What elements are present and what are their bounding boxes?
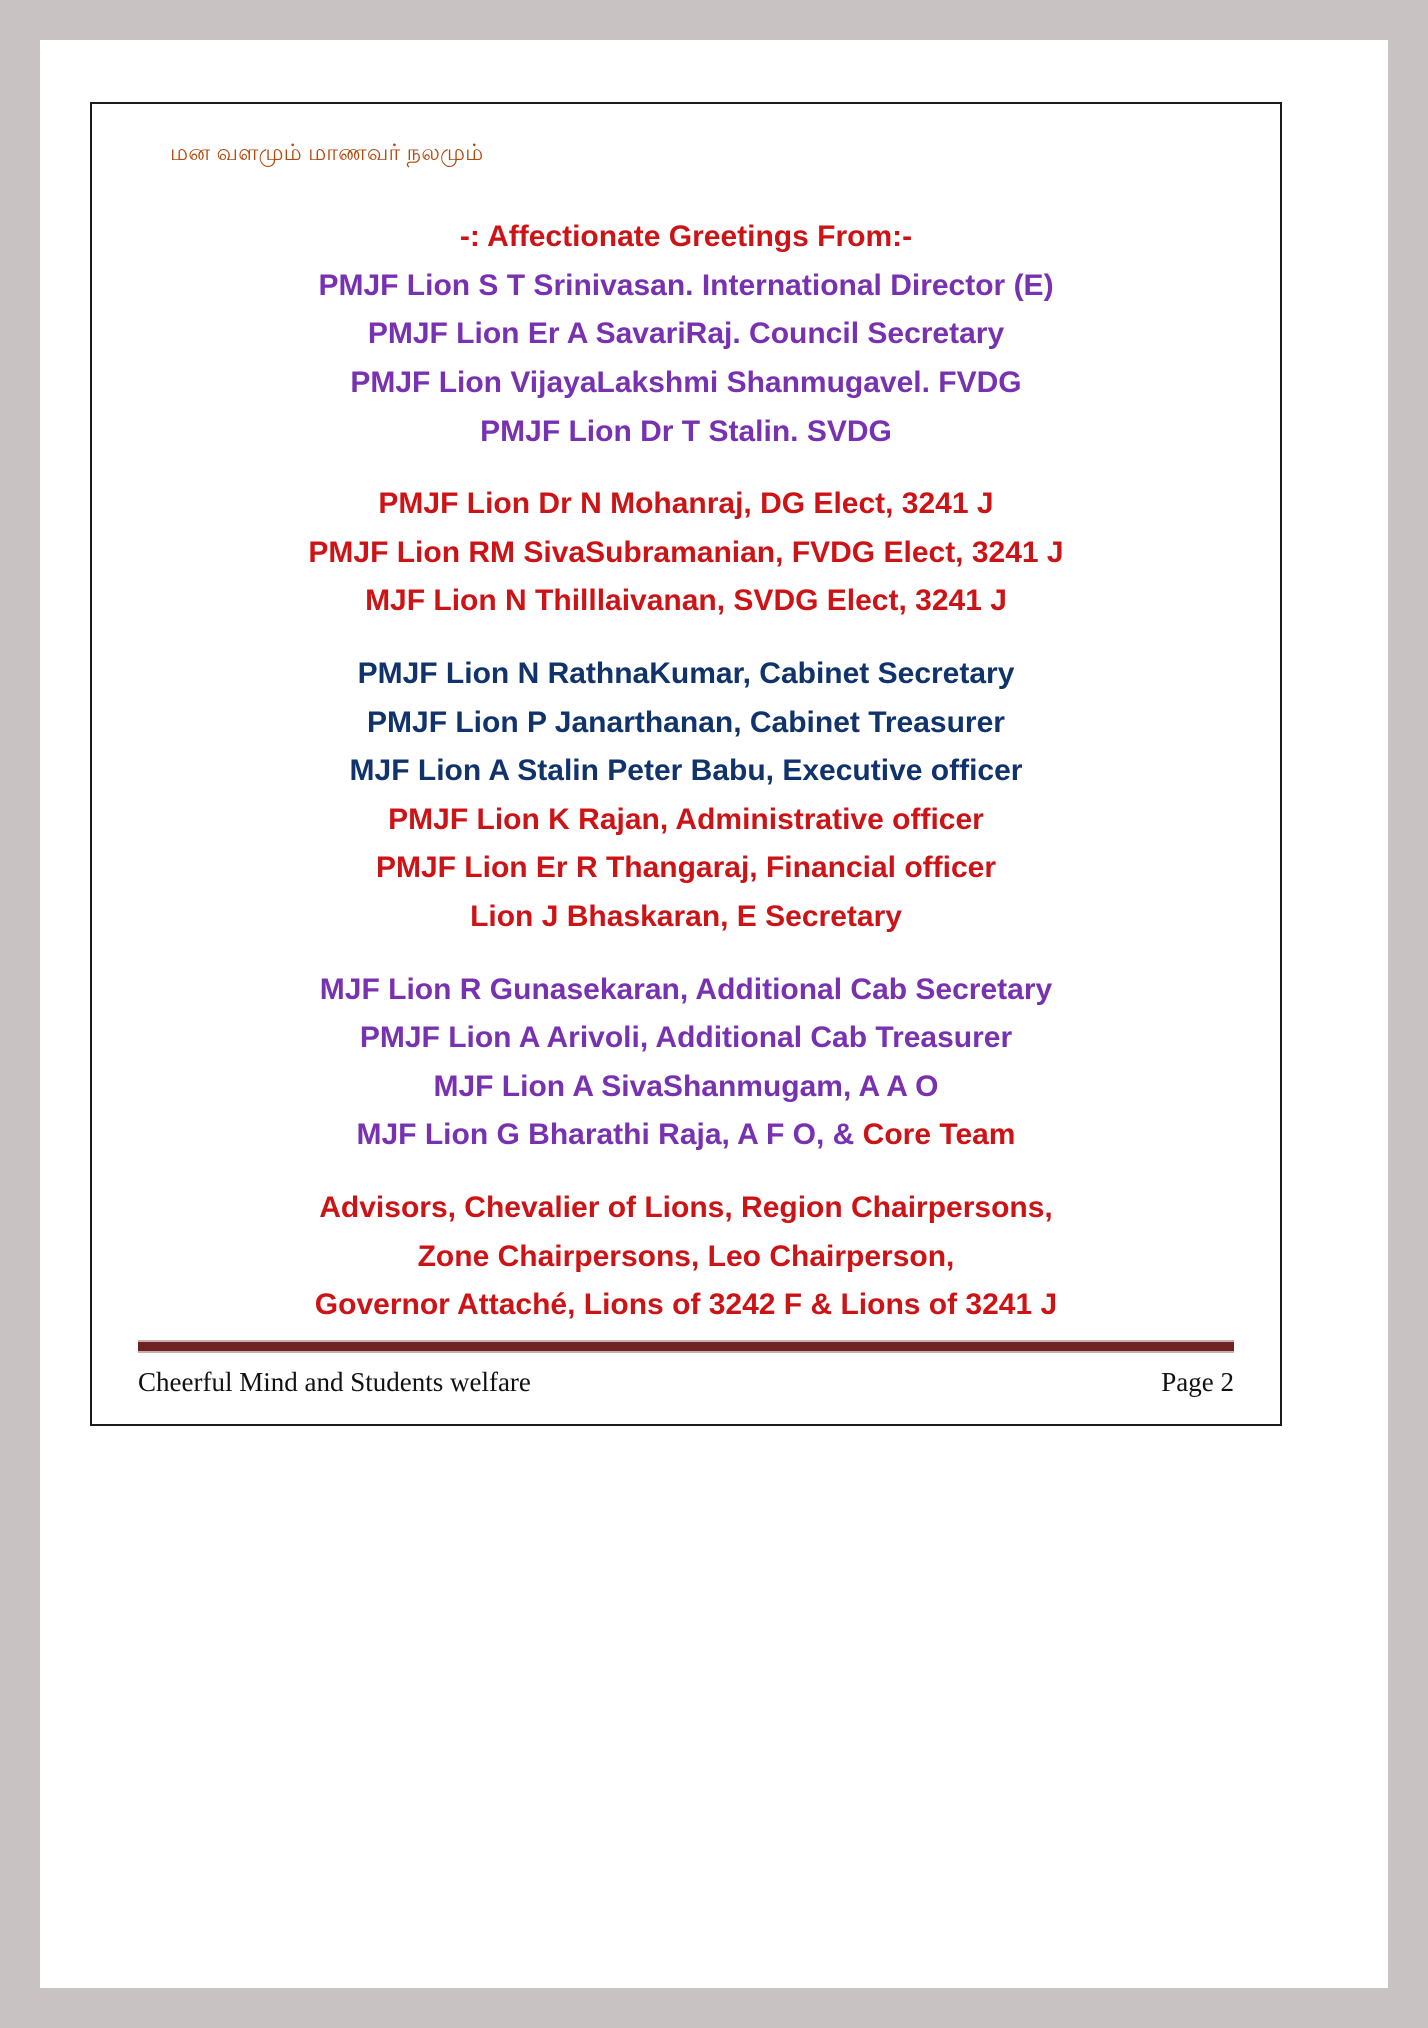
leader-line: PMJF Lion S T Srinivasan. International … — [318, 268, 1054, 302]
leader-line: PMJF Lion VijayaLakshmi Shanmugavel. FVD… — [350, 366, 1022, 400]
block-additional-officers: MJF Lion R Gunasekaran, Additional Cab S… — [138, 966, 1234, 1160]
core-team-suffix: Core Team — [862, 1118, 1016, 1152]
administrative-officer-line: PMJF Lion K Rajan, Administrative office… — [388, 802, 984, 836]
core-team-prefix: MJF Lion G Bharathi Raja, A F O, & — [356, 1118, 863, 1152]
core-team-line: MJF Lion G Bharathi Raja, A F O, & Core … — [138, 1111, 1234, 1160]
footer-caption: Cheerful Mind and Students welfare — [138, 1367, 531, 1397]
administrative-officer-line: Lion J Bhaskaran, E Secretary — [470, 899, 902, 933]
district-elect-line: PMJF Lion RM SivaSubramanian, FVDG Elect… — [308, 535, 1064, 569]
cabinet-officer-line: PMJF Lion P Janarthanan, Cabinet Treasur… — [367, 705, 1005, 739]
page-title: -: Affectionate Greetings From:- — [459, 220, 913, 254]
cabinet-officer-line: PMJF Lion N RathnaKumar, Cabinet Secreta… — [357, 657, 1015, 690]
page-sheet: மன வளமும் மாணவர் நலமும் -: Affectionate … — [40, 40, 1388, 1988]
district-elect-line: MJF Lion N Thilllaivanan, SVDG Elect, 32… — [365, 584, 1007, 618]
leader-line: PMJF Lion Er A SavariRaj. Council Secret… — [367, 317, 1005, 351]
block-administrative-officers: PMJF Lion K Rajan, Administrative office… — [138, 796, 1234, 942]
advisors-line: Zone Chairpersons, Leo Chairperson, — [417, 1239, 955, 1273]
block-cabinet-officers: PMJF Lion N RathnaKumar, Cabinet Secreta… — [138, 650, 1234, 796]
administrative-officer-line: PMJF Lion Er R Thangaraj, Financial offi… — [375, 851, 997, 885]
footer-divider — [138, 1340, 1234, 1353]
cabinet-officer-line: MJF Lion A Stalin Peter Babu, Executive … — [349, 754, 1023, 788]
additional-officer-line: PMJF Lion A Arivoli, Additional Cab Trea… — [359, 1021, 1013, 1055]
advisors-line: Advisors, Chevalier of Lions, Region Cha… — [319, 1190, 1053, 1224]
district-elect-line: PMJF Lion Dr N Mohanraj, DG Elect, 3241 … — [378, 487, 994, 521]
block-international-leaders: PMJF Lion S T Srinivasan. International … — [138, 262, 1234, 456]
tamil-header: மன வளமும் மாணவர் நலமும் — [170, 140, 484, 165]
leader-line: PMJF Lion Dr T Stalin. SVDG — [480, 414, 892, 448]
block-district-elect: PMJF Lion Dr N Mohanraj, DG Elect, 3241 … — [138, 480, 1234, 626]
advisors-line: Governor Attaché, Lions of 3242 F & Lion… — [314, 1288, 1058, 1322]
page-number: Page 2 — [1161, 1367, 1234, 1397]
additional-officer-line: MJF Lion R Gunasekaran, Additional Cab S… — [319, 972, 1053, 1006]
additional-officer-line: MJF Lion A SivaShanmugam, A A O — [433, 1069, 939, 1103]
block-advisors: Advisors, Chevalier of Lions, Region Cha… — [138, 1184, 1234, 1330]
content-frame: மன வளமும் மாணவர் நலமும் -: Affectionate … — [90, 102, 1282, 1426]
footer: Cheerful Mind and Students welfare Page … — [138, 1340, 1234, 1398]
